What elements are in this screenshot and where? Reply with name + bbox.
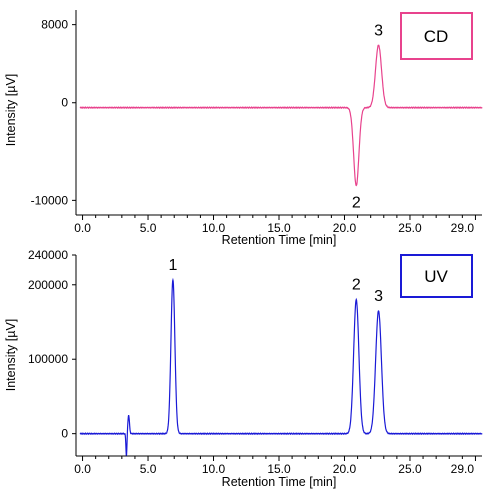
uv-legend-label: UV [424, 267, 448, 286]
uv-peak-label-1: 1 [168, 257, 177, 274]
cd-legend-label: CD [424, 27, 449, 46]
cd-x-tick-label: 10.0 [202, 221, 226, 235]
uv-panel: 0 100000 200000 240000 0.0 5.0 10.0 15.0 20.0 25… [4, 248, 483, 489]
uv-peak-label-2: 2 [352, 276, 361, 293]
uv-x-tick-label: 15.0 [267, 462, 291, 476]
uv-x-tick-label: 10.0 [202, 462, 226, 476]
uv-peak-label-3: 3 [374, 288, 383, 305]
uv-y-tick-label: 0 [61, 427, 68, 441]
uv-legend: UV [400, 254, 473, 298]
cd-peak-labels: 23 [352, 22, 383, 211]
cd-y-tick-label: 0 [61, 96, 68, 110]
cd-trace [79, 44, 483, 187]
uv-peak-labels: 1 23 [168, 257, 383, 305]
uv-x-tick-label: 20.0 [333, 462, 357, 476]
cd-peak-label-2: 2 [352, 195, 361, 212]
cd-x-tick-label: 25.0 [398, 221, 422, 235]
uv-y-ticks: 0 100000 200000 240000 [28, 248, 76, 441]
cd-x-axis-label: Retention Time [min] [222, 233, 337, 247]
cd-y-axis-label: Intensity [µV] [4, 74, 18, 147]
cd-legend-box [400, 12, 473, 60]
cd-y-ticks: -10000 0 8000 [31, 18, 76, 207]
uv-x-ticks: 0.0 5.0 10.0 15.0 20.0 25.0 29.0 [74, 456, 476, 476]
cd-panel: -10000 0 8000 0.0 5.0 10.0 15.0 20.0 25.0 29.0 2… [4, 10, 483, 247]
cd-y-tick-label: 8000 [41, 18, 68, 32]
uv-x-axis-label: Retention Time [min] [222, 475, 337, 489]
uv-y-tick-label: 100000 [28, 352, 68, 366]
cd-x-tick-label: 0.0 [74, 221, 91, 235]
cd-x-tick-label: 29.0 [451, 221, 475, 235]
cd-y-tick-label: -10000 [31, 193, 69, 207]
uv-x-tick-label: 25.0 [398, 462, 422, 476]
uv-x-tick-label: 5.0 [140, 462, 157, 476]
uv-y-tick-label: 200000 [28, 278, 68, 292]
uv-y-axis-label: Intensity [µV] [4, 319, 18, 392]
uv-y-tick-label: 240000 [28, 248, 68, 262]
uv-x-tick-label: 29.0 [451, 462, 475, 476]
cd-x-tick-label: 5.0 [140, 221, 157, 235]
uv-x-tick-label: 0.0 [74, 462, 91, 476]
cd-x-tick-label: 20.0 [333, 221, 357, 235]
uv-trace [79, 277, 483, 456]
cd-x-ticks: 0.0 5.0 10.0 15.0 20.0 25.0 29.0 [74, 215, 476, 235]
cd-legend: CD [400, 12, 473, 60]
cd-x-tick-label: 15.0 [267, 221, 291, 235]
uv-legend-box [400, 254, 473, 298]
cd-peak-label-3: 3 [374, 22, 383, 39]
